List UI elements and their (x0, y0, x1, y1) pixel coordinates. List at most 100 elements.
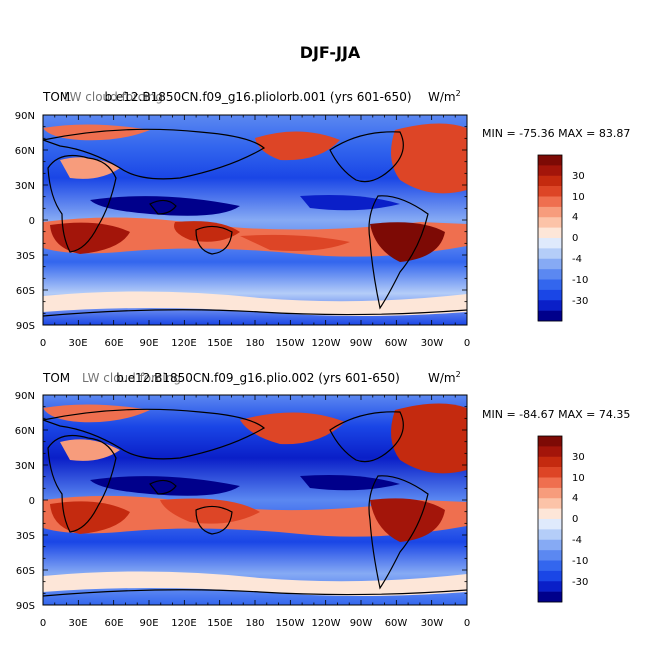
panel-1-left-title: TOM (42, 90, 70, 104)
panel-2-cbar-label-m10: -10 (572, 556, 588, 567)
panel-1-xtick-90e: 90E (139, 338, 158, 349)
panel-1-xtick-30w: 30W (421, 338, 444, 349)
panel-2-xtick-90w: 90W (350, 618, 373, 629)
panel-1-units: W/m2 (428, 89, 461, 104)
panel-1-colorbar-labels: 30 10 4 0 -4 -10 -30 (572, 171, 588, 307)
panel-2-colorbar-swatch (538, 508, 562, 520)
panel-2-ytick-0: 0 (29, 496, 35, 507)
panel-2-cbar-label-0: 0 (572, 514, 578, 525)
panel-2-colorbar-swatch (538, 550, 562, 561)
panel-1-ytick-90n: 90N (15, 111, 35, 122)
panel-1-ytick-60n: 60N (15, 146, 35, 157)
panel-2-xtick-180: 180 (245, 618, 264, 629)
panel-1-xtick-120e: 120E (171, 338, 196, 349)
panel-2-overlay-text: LW cloud forcing (82, 371, 181, 385)
panel-1-colorbar (537, 154, 563, 322)
panel-2-xtick-150w: 150W (276, 618, 305, 629)
panel-1-colorbar-swatch (538, 206, 562, 218)
panel-1-colorbar-swatch (538, 269, 562, 280)
panel-1-xtick-150e: 150E (207, 338, 232, 349)
panel-2-xticks: 0 30E 60E 90E 120E 150E 180 150W 120W 90… (40, 618, 470, 629)
panel-1-units-exp: 2 (456, 89, 461, 98)
panel-2-colorbar-swatch (538, 456, 562, 468)
panel-2-colorbar-frame (537, 435, 563, 603)
panel-2-cbar-label-30: 30 (572, 452, 585, 463)
panel-2-ytick-60n: 60N (15, 426, 35, 437)
panel-2-colorbar-swatch (538, 539, 562, 551)
panel-2-xtick-120w: 120W (312, 618, 341, 629)
panel-2-cbar-label-10: 10 (572, 473, 585, 484)
panel-1-tickmarks (42, 114, 468, 326)
panel-2-left-title: TOM (42, 371, 70, 385)
panel-2-colorbar-labels: 30 10 4 0 -4 -10 -30 (572, 452, 588, 588)
panel-1-stats: MIN = -75.36 MAX = 83.87 (482, 127, 630, 140)
panel-2-cbar-label-4: 4 (572, 493, 578, 504)
panel-2-cbar-label-m4: -4 (572, 535, 582, 546)
panel-2-ytick-90s: 90S (16, 601, 35, 612)
panel-2-colorbar-swatch (538, 519, 562, 530)
panel-2-xtick-30w: 30W (421, 618, 444, 629)
panel-1-cbar-label-0: 0 (572, 233, 578, 244)
panel-1-colorbar-swatch (538, 165, 562, 177)
panel-1-ytick-0: 0 (29, 216, 35, 227)
panel-1-colorbar-swatch (538, 186, 562, 197)
panel-2-colorbar-swatch (538, 581, 562, 592)
panel-1-center-title: b.e12.B1850CN.f09_g16.pliolorb.001 (yrs … (104, 90, 411, 104)
panel-1-yticks: 90N 60N 30N 0 30S 60S 90S (15, 111, 35, 332)
panel-2-map (42, 394, 468, 606)
panel-2-colorbar-swatch (538, 591, 562, 603)
panel-2-colorbar-swatch (538, 560, 562, 572)
panel-2-colorbar (537, 435, 563, 603)
panel-1-xtick-0-end: 0 (464, 338, 470, 349)
panel-1-cbar-label-10: 10 (572, 192, 585, 203)
panel-1-colorbar-swatch (538, 310, 562, 322)
panel-1-cbar-label-4: 4 (572, 212, 578, 223)
panel-2-units-exp: 2 (456, 370, 461, 379)
panel-1-xtick-120w: 120W (312, 338, 341, 349)
panel-1-colorbar-swatch (538, 217, 562, 228)
panel-2-tickmarks (42, 394, 468, 606)
panel-2-xtick-30e: 30E (68, 618, 87, 629)
panel-1-cbar-label-m30: -30 (572, 296, 588, 307)
panel-1-xtick-0: 0 (40, 338, 46, 349)
panel-1-xtick-60e: 60E (104, 338, 123, 349)
panel-2-colorbar-swatch (538, 570, 562, 582)
panel-2-colorbar-swatch (538, 487, 562, 499)
panel-2-colorbar-swatch (538, 467, 562, 478)
panel-1-colorbar-swatch (538, 196, 562, 208)
panel-1-colorbar-swatch (538, 155, 562, 166)
panel-2-xtick-0: 0 (40, 618, 46, 629)
panel-1-xtick-60w: 60W (385, 338, 408, 349)
panel-2-xtick-120e: 120E (171, 618, 196, 629)
panel-2-center-title: b.e12.B1850CN.f09_g16.plio.002 (yrs 601-… (116, 371, 400, 385)
panel-1-colorbar-swatch (538, 175, 562, 187)
panel-1-colorbar-swatch (538, 258, 562, 270)
panel-1-colorbar-swatch (538, 238, 562, 249)
panel-2-ytick-30s: 30S (16, 531, 35, 542)
panel-1-colorbar-swatch (538, 300, 562, 311)
figure-title: DJF-JJA (300, 43, 361, 62)
panel-1-ytick-60s: 60S (16, 286, 35, 297)
panel-2-yticks: 90N 60N 30N 0 30S 60S 90S (15, 391, 35, 612)
panel-1-colorbar-swatch (538, 248, 562, 260)
panel-1-colorbar-frame (537, 154, 563, 322)
panel-1-cbar-label-m4: -4 (572, 254, 582, 265)
panel-2-xtick-90e: 90E (139, 618, 158, 629)
panel-2-units: W/m2 (428, 370, 461, 385)
panel-2-xtick-0-end: 0 (464, 618, 470, 629)
panel-2-stats: MIN = -84.67 MAX = 74.35 (482, 408, 630, 421)
panel-1-xtick-180: 180 (245, 338, 264, 349)
panel-2-colorbar-swatch (538, 477, 562, 489)
panel-2-colorbar-swatch (538, 529, 562, 541)
panel-1-xtick-150w: 150W (276, 338, 305, 349)
panel-1-map (42, 114, 468, 326)
panel-2-colorbar-swatch (538, 436, 562, 447)
panel-1-colorbar-swatch (538, 279, 562, 291)
panel-2-xtick-60w: 60W (385, 618, 408, 629)
panel-2-ytick-60s: 60S (16, 566, 35, 577)
panel-2-ytick-30n: 30N (15, 461, 35, 472)
panel-2-xtick-60e: 60E (104, 618, 123, 629)
panel-1: TOM b.e12.B1850CN.f09_g16.pliolorb.001 (… (15, 89, 631, 349)
panel-1-cbar-label-m10: -10 (572, 275, 588, 286)
